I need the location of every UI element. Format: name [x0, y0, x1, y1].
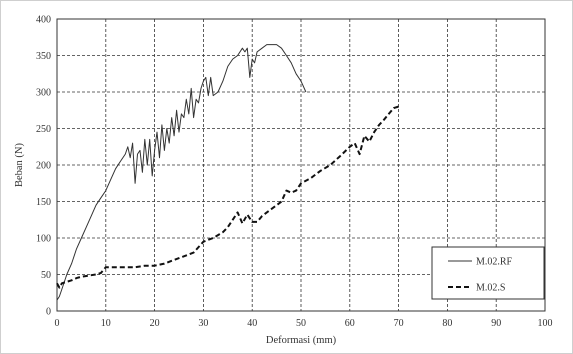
series-line-m-02-rf — [56, 44, 307, 301]
data-series — [56, 44, 399, 301]
x-tick-label-100: 100 — [538, 318, 553, 329]
y-tick-label-300: 300 — [36, 88, 51, 99]
axis-ticks: 0 10 20 30 40 50 60 70 80 90 100 0 50 100 150 200 250 300… — [36, 15, 553, 330]
y-axis-title: Beban (N) — [14, 142, 25, 187]
x-tick-label-90: 90 — [491, 318, 501, 329]
y-tick-label-400: 400 — [36, 15, 51, 26]
grid-lines — [57, 19, 545, 311]
y-tick-label-250: 250 — [36, 124, 51, 135]
y-tick-label-0: 0 — [46, 307, 51, 318]
y-tick-label-50: 50 — [41, 270, 51, 281]
x-tick-label-20: 20 — [150, 318, 160, 329]
x-axis-title: Deformasi (mm) — [266, 335, 337, 346]
legend: M.02.RF M.02.S — [431, 246, 545, 300]
legend-label-m02rf: M.02.RF — [476, 257, 513, 268]
y-tick-label-100: 100 — [36, 234, 51, 245]
y-tick-label-350: 350 — [36, 51, 51, 62]
x-tick-label-50: 50 — [296, 318, 306, 329]
x-tick-label-40: 40 — [247, 318, 257, 329]
legend-label-m02s: M.02.S — [476, 283, 505, 294]
x-tick-label-80: 80 — [442, 318, 452, 329]
y-tick-label-200: 200 — [36, 161, 51, 172]
x-tick-label-10: 10 — [101, 318, 111, 329]
plot-area-border — [56, 18, 546, 312]
y-tick-label-150: 150 — [36, 197, 51, 208]
legend-box — [431, 246, 545, 300]
x-tick-label-30: 30 — [198, 318, 208, 329]
x-tick-label-0: 0 — [55, 318, 60, 329]
x-tick-label-60: 60 — [345, 318, 355, 329]
x-tick-label-70: 70 — [394, 318, 404, 329]
